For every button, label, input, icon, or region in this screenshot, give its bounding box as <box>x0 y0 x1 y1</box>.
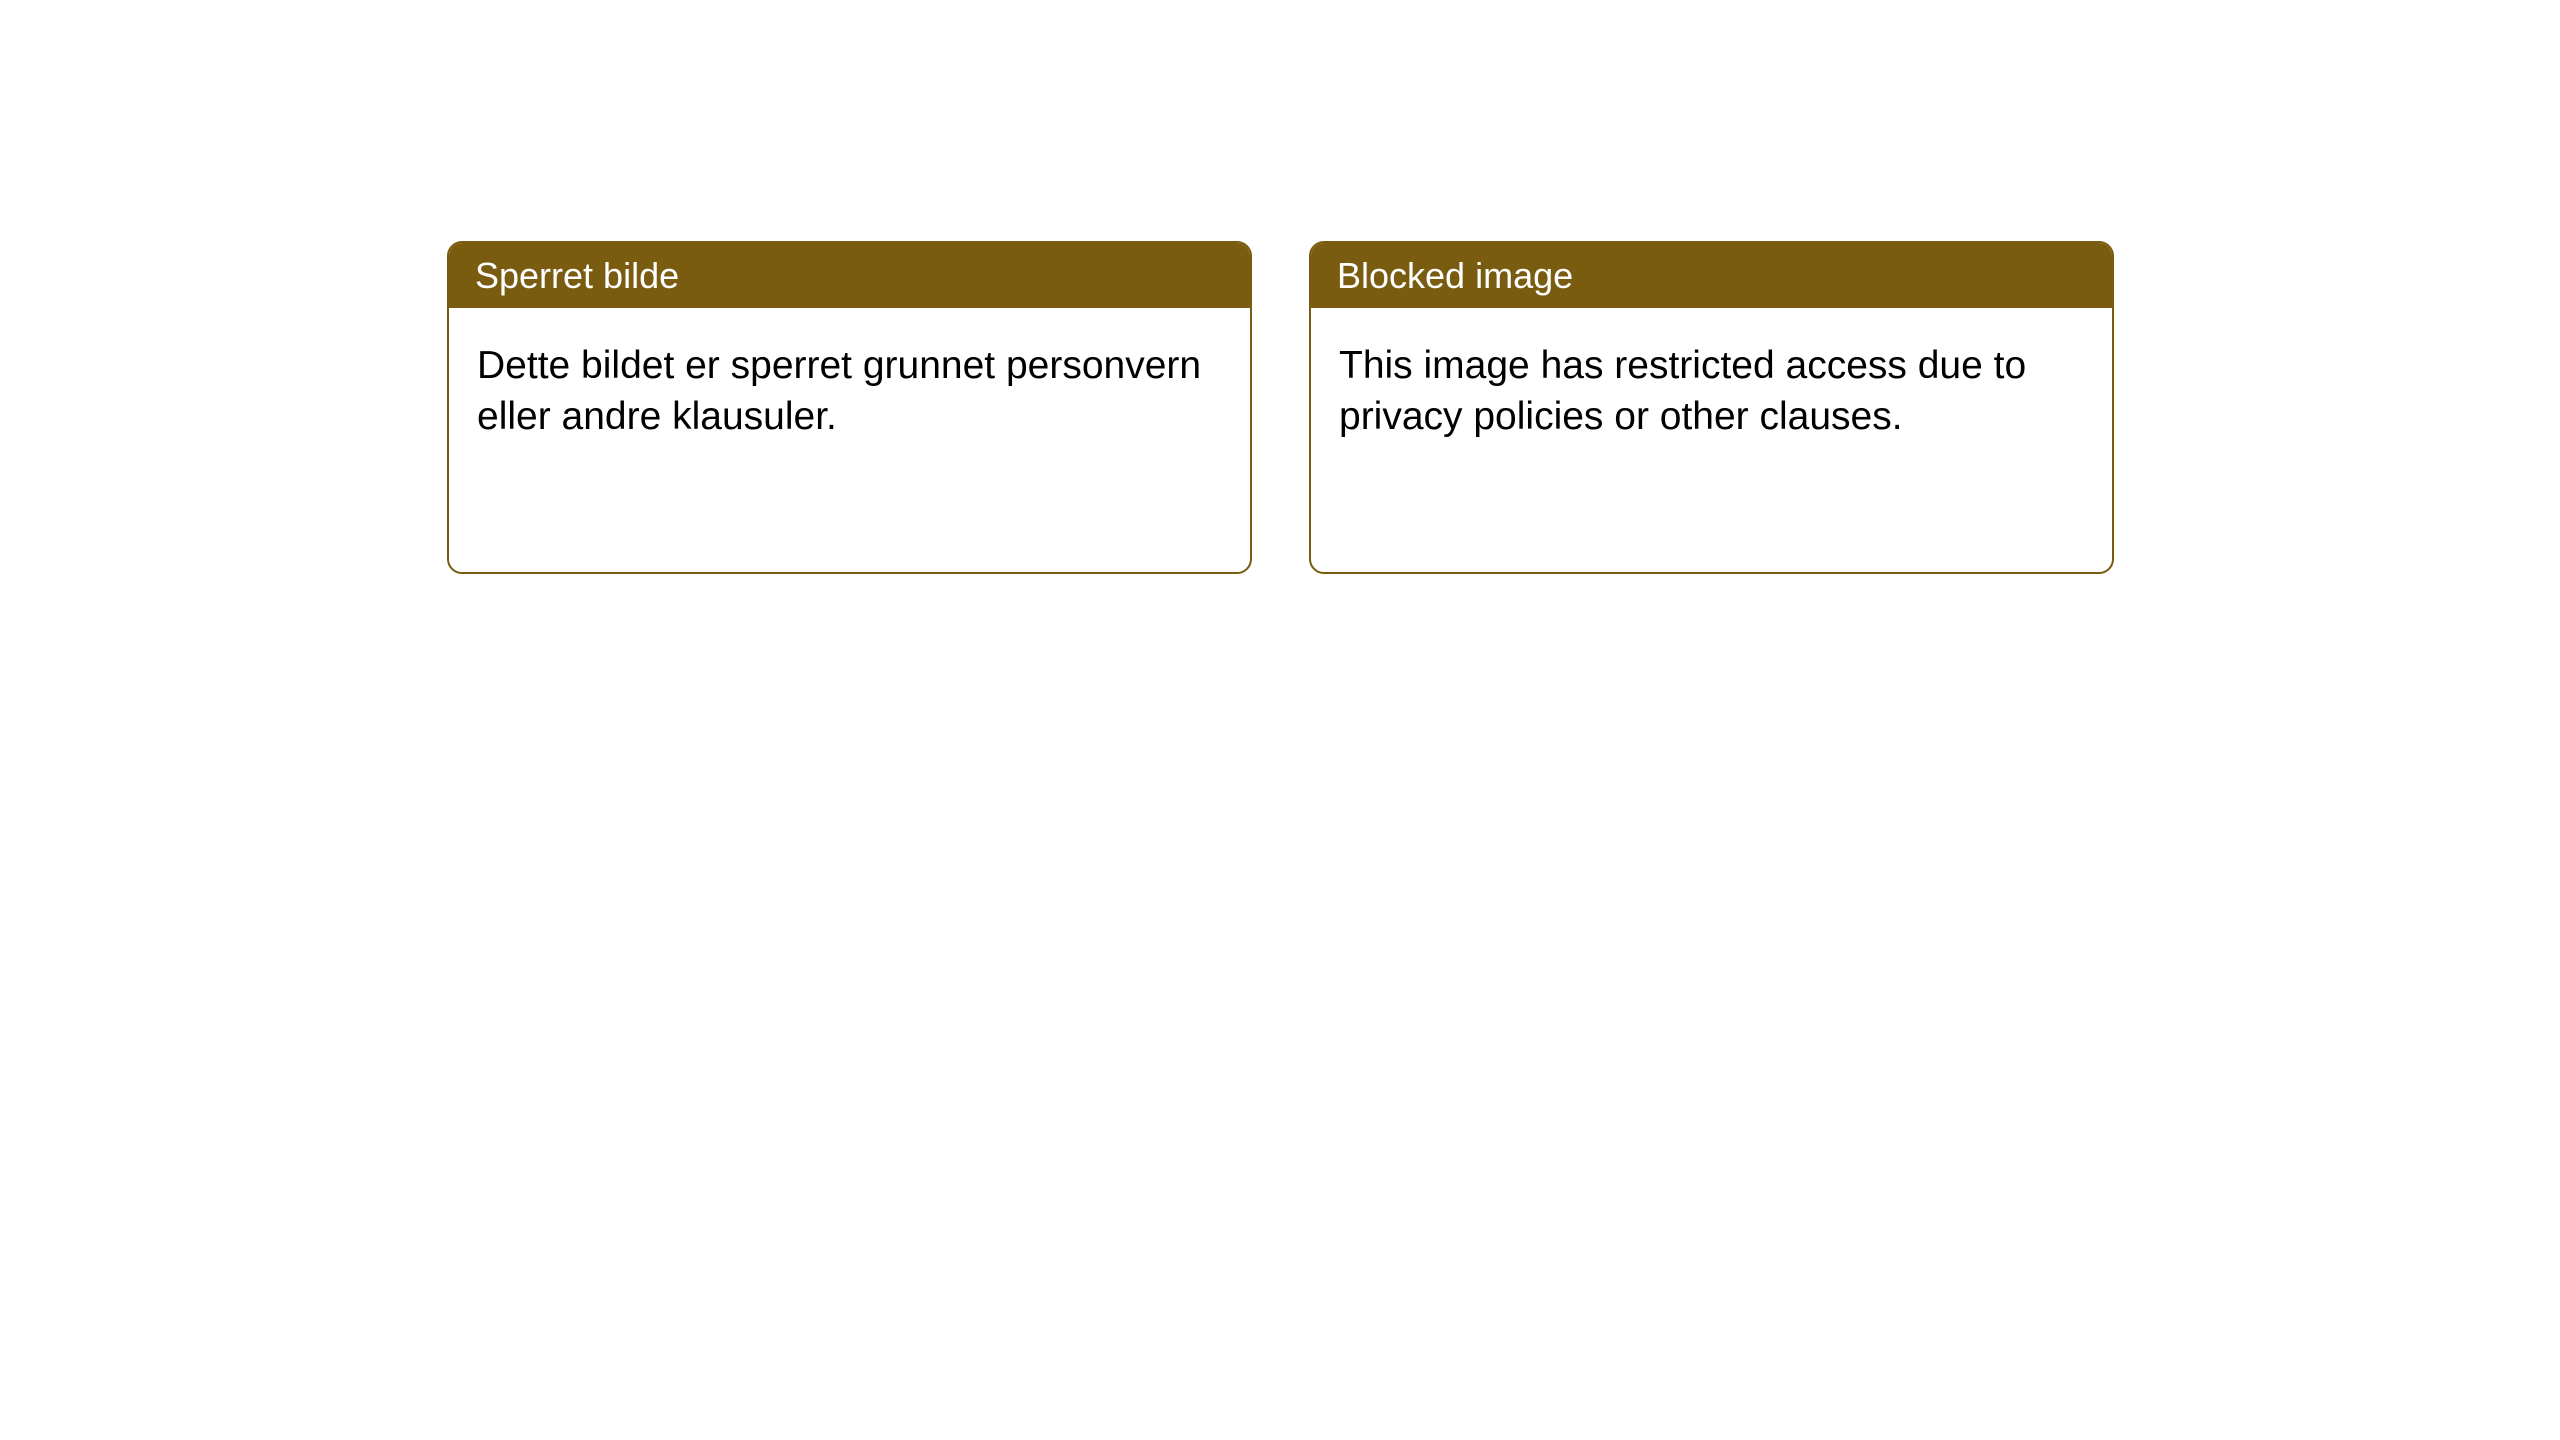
notice-card-norwegian: Sperret bilde Dette bildet er sperret gr… <box>447 241 1252 574</box>
notice-card-english: Blocked image This image has restricted … <box>1309 241 2114 574</box>
notice-header-norwegian: Sperret bilde <box>449 243 1250 308</box>
notice-body-english: This image has restricted access due to … <box>1311 308 2112 470</box>
notice-body-norwegian: Dette bildet er sperret grunnet personve… <box>449 308 1250 470</box>
notice-header-english: Blocked image <box>1311 243 2112 308</box>
notice-cards-container: Sperret bilde Dette bildet er sperret gr… <box>0 0 2560 574</box>
